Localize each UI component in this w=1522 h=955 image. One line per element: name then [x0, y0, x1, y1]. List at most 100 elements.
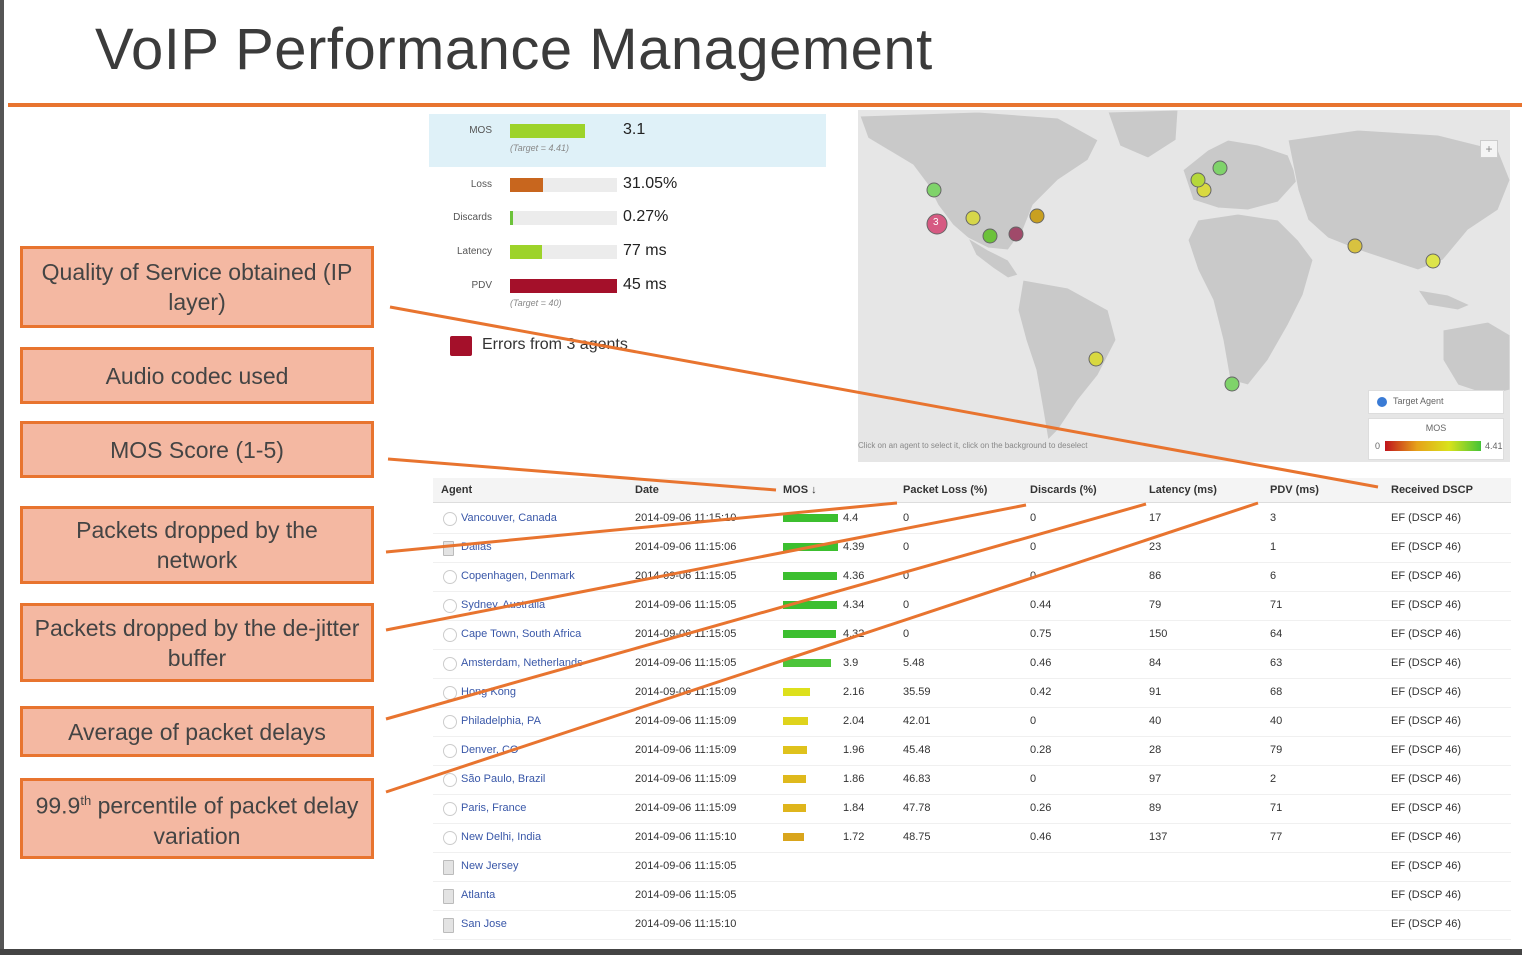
mos-bar — [783, 688, 810, 696]
cell-discards: 0.46 — [1030, 831, 1052, 843]
cell-mos: 1.72 — [843, 831, 865, 843]
cell-pdv: 79 — [1270, 744, 1283, 756]
agent-marker — [982, 228, 998, 244]
cell-agent[interactable]: Atlanta — [461, 889, 496, 901]
cell-pdv: 1 — [1270, 541, 1277, 553]
cell-agent[interactable]: Vancouver, Canada — [461, 512, 557, 524]
cell-agent[interactable]: Philadelphia, PA — [461, 715, 541, 727]
cell-dscp: EF (DSCP 46) — [1391, 744, 1462, 756]
title-divider — [8, 103, 1522, 107]
asia-shape — [1287, 129, 1510, 271]
metric-value: 45 ms — [623, 276, 667, 293]
map-canvas — [859, 110, 1510, 442]
cell-packet-loss: 0 — [903, 570, 910, 582]
mos-bar — [783, 572, 837, 580]
cell-packet-loss: 47.78 — [903, 802, 931, 814]
agent-select-icon[interactable] — [443, 686, 457, 700]
table-row[interactable]: Denver, CO 2014-09-06 11:15:09 45.48 0.28 28… — [433, 736, 1511, 766]
cell-date: 2014-09-06 11:15:06 — [635, 541, 737, 553]
metric-label: Latency — [456, 246, 492, 257]
greenland-shape — [1107, 110, 1179, 159]
table-row[interactable]: Sydney, Australia 2014-09-06 11:15:05 0 0.4… — [433, 591, 1511, 621]
annotation-codec: Audio codec used — [20, 347, 374, 404]
agent-select-icon[interactable] — [443, 773, 457, 787]
cell-agent[interactable]: San Jose — [461, 918, 507, 930]
server-agent-icon[interactable] — [443, 860, 454, 875]
cell-pdv: 77 — [1270, 831, 1283, 843]
metric-track — [510, 178, 617, 192]
world-map[interactable]: 3 + Target Agent MOS 0 4.41 Click on an … — [858, 110, 1510, 462]
table-row[interactable]: São Paulo, Brazil 2014-09-06 11:15:09 46.8… — [433, 765, 1511, 795]
table-row[interactable]: Atlanta 2014-09-06 11:15:05 EF (DSCP 46) — [433, 881, 1511, 911]
mos-bar — [783, 601, 837, 609]
cell-discards: 0 — [1030, 773, 1037, 785]
agent-select-icon[interactable] — [443, 657, 457, 671]
annotation-discards: Packets dropped by the de-jitter buffer — [20, 603, 374, 682]
table-row[interactable]: Philadelphia, PA 2014-09-06 11:15:09 42.01… — [433, 707, 1511, 737]
col-pdv[interactable]: PDV (ms) — [1270, 484, 1319, 496]
agent-select-icon[interactable] — [443, 802, 457, 816]
cell-date: 2014-09-06 11:15:09 — [635, 686, 737, 698]
agent-select-icon[interactable] — [443, 715, 457, 729]
agent-select-icon[interactable] — [443, 512, 457, 526]
zoom-in-button[interactable]: + — [1480, 140, 1498, 158]
table-row[interactable]: Cape Town, South Africa 2014-09-06 11:15:… — [433, 620, 1511, 650]
metric-bar — [510, 178, 543, 192]
col-agent[interactable]: Agent — [441, 484, 473, 496]
legend-mos-max: 4.41 — [1485, 441, 1503, 451]
cell-dscp: EF (DSCP 46) — [1391, 860, 1462, 872]
cell-agent[interactable]: New Jersey — [461, 860, 519, 872]
metric-value: 0.27% — [623, 208, 669, 225]
table-row[interactable]: New Delhi, India 2014-09-06 11:15:10 48.75… — [433, 823, 1511, 853]
table-row[interactable]: San Jose 2014-09-06 11:15:10 EF (DSCP 46) — [433, 910, 1511, 940]
target-agent-dot-icon — [1377, 397, 1387, 407]
cell-latency: 89 — [1149, 802, 1162, 814]
cell-discards: 0.46 — [1030, 657, 1052, 669]
cell-date: 2014-09-06 11:15:05 — [635, 570, 737, 582]
col-dscp[interactable]: Received DSCP — [1391, 484, 1473, 496]
cell-pdv: 6 — [1270, 570, 1277, 582]
col-packet-loss[interactable]: Packet Loss (%) — [903, 484, 988, 496]
table-row[interactable]: Vancouver, Canada 2014-09-06 11:15:10 0 0 17… — [433, 504, 1511, 534]
metric-bar — [510, 245, 542, 259]
central-america-shape — [966, 236, 1019, 279]
cell-dscp: EF (DSCP 46) — [1391, 512, 1462, 524]
cell-agent[interactable]: Paris, France — [461, 802, 527, 814]
agent-select-icon[interactable] — [443, 628, 457, 642]
cell-agent[interactable]: Amsterdam, Netherlands — [461, 657, 583, 669]
agent-select-icon[interactable] — [443, 831, 457, 845]
col-mos[interactable]: MOS ↓ — [783, 484, 817, 496]
table-row[interactable]: Copenhagen, Denmark 2014-09-06 11:15:05 0 0… — [433, 562, 1511, 592]
cell-mos: 3.9 — [843, 657, 859, 669]
server-agent-icon[interactable] — [443, 889, 454, 904]
table-row[interactable]: Paris, France 2014-09-06 11:15:09 47.78 0.2… — [433, 794, 1511, 824]
table-row[interactable]: Amsterdam, Netherlands 2014-09-06 11:15:0… — [433, 649, 1511, 679]
cell-agent[interactable]: Sydney, Australia — [461, 599, 546, 611]
agent-select-icon[interactable] — [443, 744, 457, 758]
server-agent-icon[interactable] — [443, 918, 454, 933]
cell-agent[interactable]: New Delhi, India — [461, 831, 542, 843]
cell-agent[interactable]: Copenhagen, Denmark — [461, 570, 575, 582]
cell-agent[interactable]: São Paulo, Brazil — [461, 773, 546, 785]
table-row[interactable]: Dallas 2014-09-06 11:15:06 0 0 23 1 EF (DSCP 4… — [433, 533, 1511, 563]
col-latency[interactable]: Latency (ms) — [1149, 484, 1217, 496]
cell-packet-loss: 0 — [903, 541, 910, 553]
cell-agent[interactable]: Hong Kong — [461, 686, 517, 698]
agent-select-icon[interactable] — [443, 599, 457, 613]
cell-date: 2014-09-06 11:15:10 — [635, 512, 737, 524]
mos-bar — [783, 659, 831, 667]
cell-agent[interactable]: Dallas — [461, 541, 492, 553]
col-discards[interactable]: Discards (%) — [1030, 484, 1097, 496]
server-agent-icon[interactable] — [443, 541, 454, 556]
table-row[interactable]: New Jersey 2014-09-06 11:15:05 EF (DSCP 46… — [433, 852, 1511, 882]
agent-marker — [926, 182, 942, 198]
cell-latency: 28 — [1149, 744, 1162, 756]
table-row[interactable]: Hong Kong 2014-09-06 11:15:09 35.59 0.42 91 6… — [433, 678, 1511, 708]
agent-select-icon[interactable] — [443, 570, 457, 584]
col-date[interactable]: Date — [635, 484, 659, 496]
cell-agent[interactable]: Cape Town, South Africa — [461, 628, 582, 640]
cell-agent[interactable]: Denver, CO — [461, 744, 519, 756]
cell-latency: 84 — [1149, 657, 1162, 669]
cell-date: 2014-09-06 11:15:09 — [635, 744, 737, 756]
cell-mos: 2.04 — [843, 715, 865, 727]
